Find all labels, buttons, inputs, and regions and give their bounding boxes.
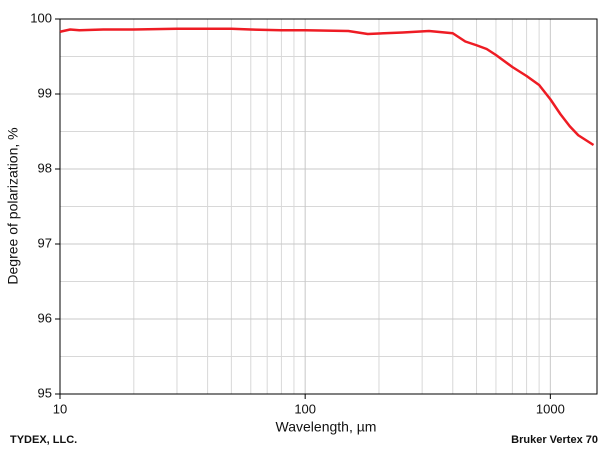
annotation: TYDEX, LLC. (10, 434, 77, 446)
y-tick-label: 100 (30, 10, 52, 25)
x-tick-label: 1000 (536, 401, 565, 416)
y-axis-label: Degree of polarization, % (5, 127, 21, 284)
y-tick-label: 95 (38, 385, 52, 400)
x-tick-label: 10 (53, 401, 67, 416)
y-tick-label: 99 (38, 85, 52, 100)
y-tick-label: 98 (38, 160, 52, 175)
y-tick-label: 97 (38, 235, 52, 250)
plot-frame (59, 18, 598, 395)
data-line (59, 27, 595, 147)
x-tick-label: 100 (294, 401, 316, 416)
x-axis-label: Wavelength, µm (276, 419, 377, 435)
y-tick-label: 96 (38, 310, 52, 325)
annotation: Bruker Vertex 70 (511, 434, 598, 446)
